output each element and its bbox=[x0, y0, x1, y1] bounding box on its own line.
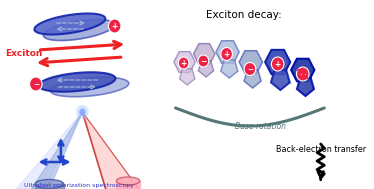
Polygon shape bbox=[16, 112, 82, 189]
Text: −: − bbox=[33, 80, 39, 89]
Polygon shape bbox=[271, 70, 290, 90]
Text: Ultrafast polarization spectroscopy: Ultrafast polarization spectroscopy bbox=[24, 183, 134, 188]
Text: Exciton decay:: Exciton decay: bbox=[206, 10, 282, 20]
Text: −: − bbox=[200, 57, 206, 66]
Polygon shape bbox=[244, 70, 261, 88]
Polygon shape bbox=[265, 50, 290, 74]
Polygon shape bbox=[198, 61, 214, 77]
Circle shape bbox=[272, 57, 284, 71]
Polygon shape bbox=[39, 72, 116, 92]
Polygon shape bbox=[221, 60, 238, 78]
Text: Base rotation: Base rotation bbox=[235, 122, 286, 131]
Polygon shape bbox=[43, 19, 114, 40]
Circle shape bbox=[198, 55, 209, 67]
Polygon shape bbox=[35, 184, 64, 189]
Text: Back-electron transfer: Back-electron transfer bbox=[276, 146, 366, 154]
Polygon shape bbox=[82, 112, 139, 189]
Polygon shape bbox=[31, 112, 82, 189]
Circle shape bbox=[244, 63, 256, 75]
Text: +: + bbox=[275, 60, 281, 69]
Polygon shape bbox=[180, 69, 195, 85]
Polygon shape bbox=[193, 44, 215, 64]
Polygon shape bbox=[216, 41, 239, 63]
Circle shape bbox=[79, 108, 86, 115]
Polygon shape bbox=[239, 51, 263, 73]
Text: −: − bbox=[247, 65, 253, 74]
Polygon shape bbox=[174, 52, 195, 72]
Text: +: + bbox=[224, 50, 230, 59]
Text: +: + bbox=[181, 59, 187, 68]
Text: −: − bbox=[300, 70, 306, 79]
Polygon shape bbox=[291, 59, 315, 81]
Circle shape bbox=[297, 67, 309, 81]
Polygon shape bbox=[50, 77, 129, 97]
Text: Exciton: Exciton bbox=[5, 50, 43, 59]
Text: +: + bbox=[111, 22, 118, 31]
Circle shape bbox=[221, 47, 233, 60]
Circle shape bbox=[108, 19, 121, 33]
Circle shape bbox=[178, 57, 189, 69]
Circle shape bbox=[30, 77, 42, 91]
Ellipse shape bbox=[116, 177, 140, 185]
Polygon shape bbox=[297, 78, 314, 96]
Polygon shape bbox=[116, 181, 140, 189]
Ellipse shape bbox=[35, 180, 64, 188]
Polygon shape bbox=[34, 13, 105, 35]
Circle shape bbox=[76, 105, 89, 119]
